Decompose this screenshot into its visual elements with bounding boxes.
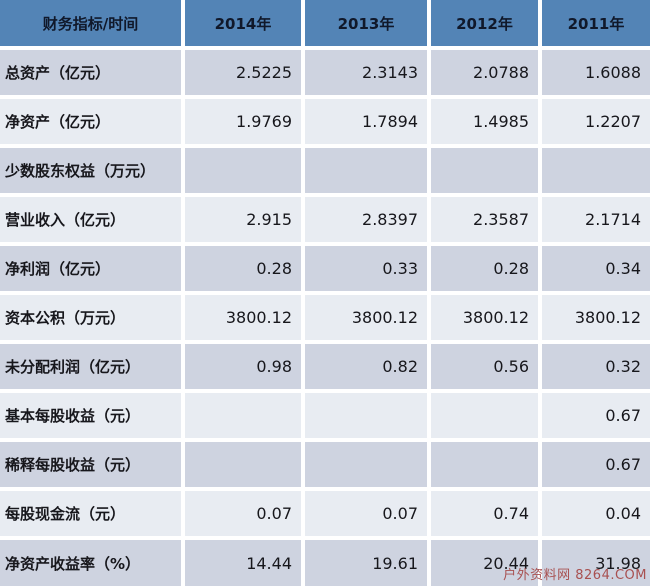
cell-value: 2.8397 <box>303 195 431 246</box>
table-row-total-assets: 总资产（亿元） 2.5225 2.3143 2.0788 1.6088 <box>0 48 650 99</box>
table-row-minority-interest: 少数股东权益（万元） <box>0 146 650 197</box>
row-label: 每股现金流（元） <box>0 489 185 540</box>
header-year-2014: 2014年 <box>183 0 305 50</box>
header-year-2012: 2012年 <box>429 0 542 50</box>
row-label: 净资产收益率（%） <box>0 538 185 586</box>
cell-value: 2.3143 <box>303 48 431 99</box>
cell-value: 19.61 <box>303 538 431 586</box>
table-row-capital-reserve: 资本公积（万元） 3800.12 3800.12 3800.12 3800.12 <box>0 293 650 344</box>
cell-value <box>303 146 431 197</box>
cell-value: 1.7894 <box>303 97 431 148</box>
cell-value: 0.74 <box>429 489 542 540</box>
cell-value: 2.5225 <box>183 48 305 99</box>
cell-value: 0.67 <box>540 440 650 491</box>
cell-value: 1.6088 <box>540 48 650 99</box>
cell-value <box>183 391 305 442</box>
cell-value <box>303 440 431 491</box>
cell-value: 0.56 <box>429 342 542 393</box>
cell-value: 0.28 <box>429 244 542 295</box>
cell-value <box>183 440 305 491</box>
cell-value <box>429 146 542 197</box>
cell-value: 0.67 <box>540 391 650 442</box>
cell-value <box>540 146 650 197</box>
cell-value: 0.04 <box>540 489 650 540</box>
cell-value: 2.3587 <box>429 195 542 246</box>
cell-value: 0.33 <box>303 244 431 295</box>
cell-value: 0.98 <box>183 342 305 393</box>
table-row-net-profit: 净利润（亿元） 0.28 0.33 0.28 0.34 <box>0 244 650 295</box>
table-row-cash-flow-per-share: 每股现金流（元） 0.07 0.07 0.74 0.04 <box>0 489 650 540</box>
table-row-roe: 净资产收益率（%） 14.44 19.61 20.44 31.98 <box>0 538 650 586</box>
cell-value <box>429 440 542 491</box>
table-row-net-assets: 净资产（亿元） 1.9769 1.7894 1.4985 1.2207 <box>0 97 650 148</box>
header-year-2013: 2013年 <box>303 0 431 50</box>
row-label: 稀释每股收益（元） <box>0 440 185 491</box>
cell-value: 2.0788 <box>429 48 542 99</box>
row-label: 总资产（亿元） <box>0 48 185 99</box>
cell-value: 3800.12 <box>540 293 650 344</box>
cell-value: 2.1714 <box>540 195 650 246</box>
cell-value: 2.915 <box>183 195 305 246</box>
cell-value: 0.07 <box>303 489 431 540</box>
cell-value: 14.44 <box>183 538 305 586</box>
table-row-undistributed-profit: 未分配利润（亿元） 0.98 0.82 0.56 0.32 <box>0 342 650 393</box>
table-row-operating-revenue: 营业收入（亿元） 2.915 2.8397 2.3587 2.1714 <box>0 195 650 246</box>
header-indicator-time: 财务指标/时间 <box>0 0 185 50</box>
cell-value: 1.9769 <box>183 97 305 148</box>
header-year-2011: 2011年 <box>540 0 650 50</box>
cell-value: 31.98 <box>540 538 650 586</box>
header-row: 财务指标/时间 2014年 2013年 2012年 2011年 <box>0 0 650 50</box>
cell-value: 3800.12 <box>183 293 305 344</box>
cell-value <box>303 391 431 442</box>
cell-value <box>183 146 305 197</box>
cell-value: 0.28 <box>183 244 305 295</box>
cell-value <box>429 391 542 442</box>
row-label: 资本公积（万元） <box>0 293 185 344</box>
cell-value: 20.44 <box>429 538 542 586</box>
cell-value: 3800.12 <box>429 293 542 344</box>
cell-value: 0.32 <box>540 342 650 393</box>
table-row-basic-eps: 基本每股收益（元） 0.67 <box>0 391 650 442</box>
cell-value: 1.2207 <box>540 97 650 148</box>
cell-value: 0.34 <box>540 244 650 295</box>
cell-value: 0.07 <box>183 489 305 540</box>
row-label: 未分配利润（亿元） <box>0 342 185 393</box>
row-label: 少数股东权益（万元） <box>0 146 185 197</box>
row-label: 基本每股收益（元） <box>0 391 185 442</box>
table-row-diluted-eps: 稀释每股收益（元） 0.67 <box>0 440 650 491</box>
cell-value: 0.82 <box>303 342 431 393</box>
row-label: 净利润（亿元） <box>0 244 185 295</box>
cell-value: 1.4985 <box>429 97 542 148</box>
row-label: 营业收入（亿元） <box>0 195 185 246</box>
row-label: 净资产（亿元） <box>0 97 185 148</box>
cell-value: 3800.12 <box>303 293 431 344</box>
